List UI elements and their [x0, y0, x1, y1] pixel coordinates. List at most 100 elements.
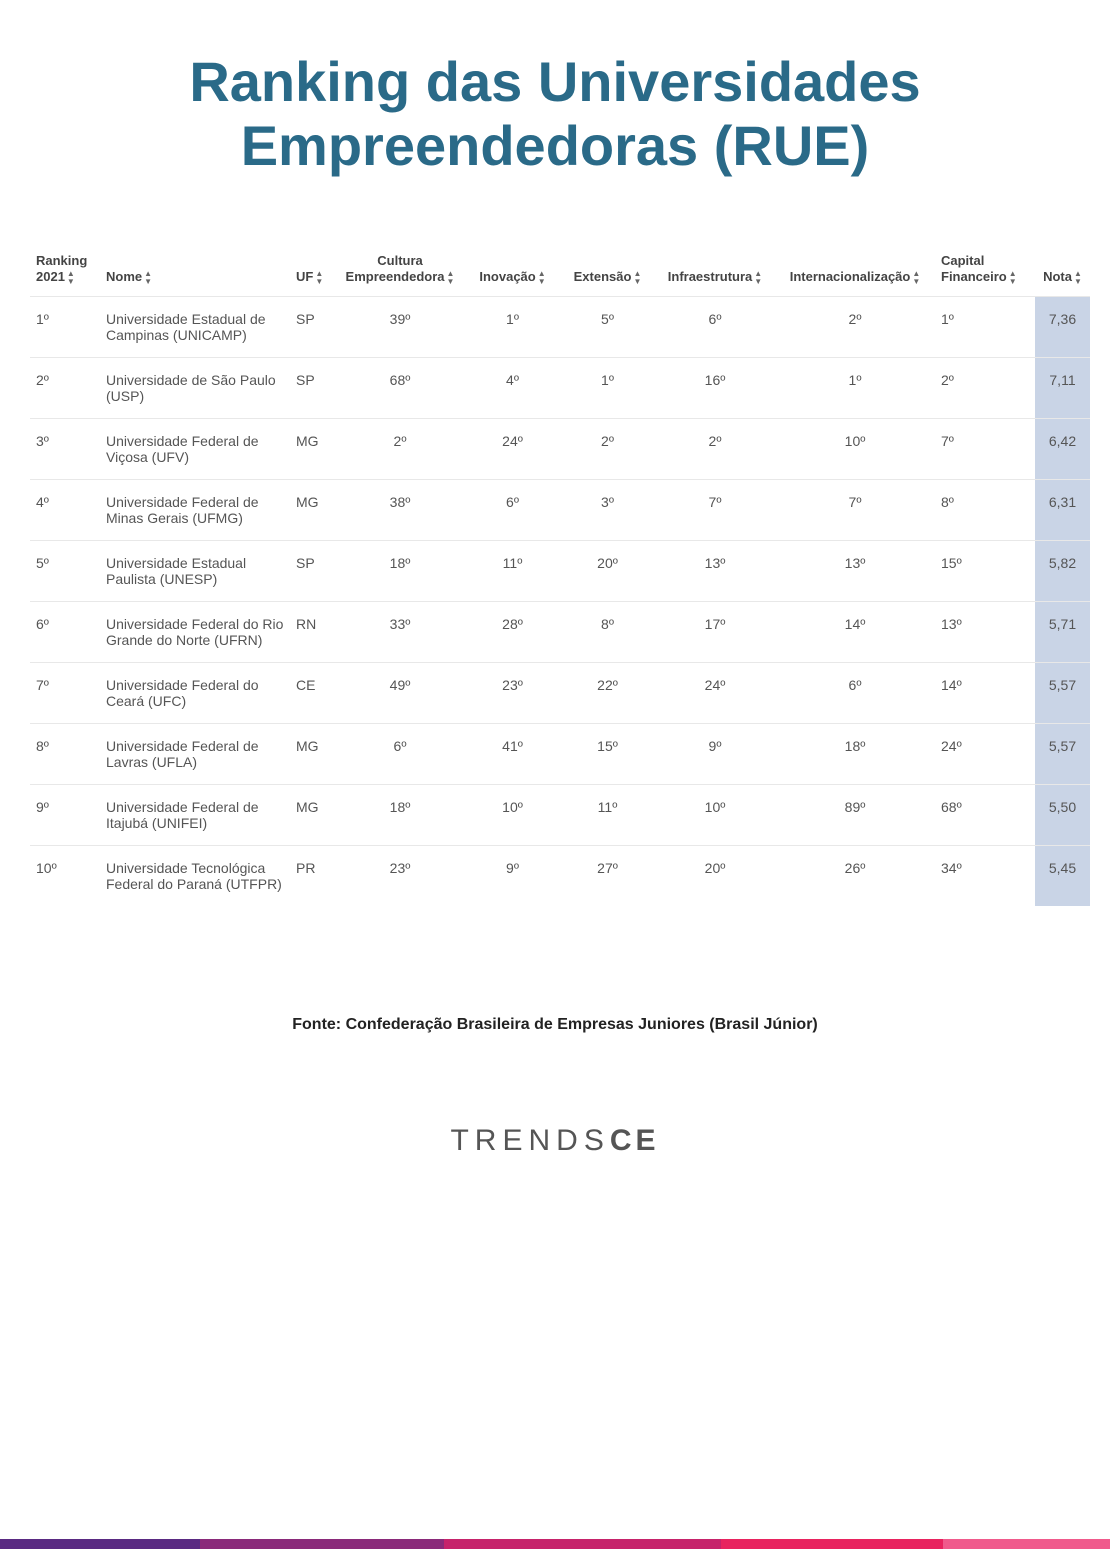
cell-nota: 6,31 [1035, 479, 1090, 540]
cell-name: Universidade Federal de Viçosa (UFV) [100, 418, 290, 479]
col-header-cap[interactable]: Capital Financeiro [935, 239, 1035, 296]
cell-rank: 9º [30, 784, 100, 845]
cell-name: Universidade Federal do Ceará (UFC) [100, 662, 290, 723]
cell-ext: 15º [560, 723, 655, 784]
cell-cap: 7º [935, 418, 1035, 479]
col-header-rank[interactable]: Ranking 2021 [30, 239, 100, 296]
cell-intl: 10º [775, 418, 935, 479]
cell-infra: 10º [655, 784, 775, 845]
cell-uf: MG [290, 784, 335, 845]
sort-icon[interactable] [1009, 270, 1017, 286]
sort-icon[interactable] [144, 270, 152, 286]
cell-uf: RN [290, 601, 335, 662]
cell-cap: 14º [935, 662, 1035, 723]
sort-icon[interactable] [912, 270, 920, 286]
cell-infra: 17º [655, 601, 775, 662]
cell-cap: 8º [935, 479, 1035, 540]
sort-icon[interactable] [633, 270, 641, 286]
ranking-table-wrap: Ranking 2021 NomeUF Cultura Empreendedora I… [30, 239, 1080, 906]
cell-intl: 1º [775, 357, 935, 418]
logo-bold: CE [610, 1124, 660, 1157]
cell-cap: 34º [935, 845, 1035, 906]
cell-infra: 6º [655, 296, 775, 357]
cell-ext: 3º [560, 479, 655, 540]
table-row: 9ºUniversidade Federal de Itajubá (UNIFE… [30, 784, 1090, 845]
cell-cult: 18º [335, 784, 465, 845]
cell-name: Universidade Estadual de Campinas (UNICA… [100, 296, 290, 357]
col-header-label: Extensão [574, 269, 632, 284]
col-header-infra[interactable]: Infraestrutura [655, 239, 775, 296]
cell-name: Universidade Tecnológica Federal do Para… [100, 845, 290, 906]
cell-infra: 13º [655, 540, 775, 601]
table-row: 1ºUniversidade Estadual de Campinas (UNI… [30, 296, 1090, 357]
cell-inov: 28º [465, 601, 560, 662]
cell-infra: 9º [655, 723, 775, 784]
cell-uf: SP [290, 296, 335, 357]
cell-intl: 89º [775, 784, 935, 845]
table-row: 6ºUniversidade Federal do Rio Grande do … [30, 601, 1090, 662]
table-row: 4ºUniversidade Federal de Minas Gerais (… [30, 479, 1090, 540]
cell-nota: 7,36 [1035, 296, 1090, 357]
cell-intl: 2º [775, 296, 935, 357]
col-header-name[interactable]: Nome [100, 239, 290, 296]
col-header-nota[interactable]: Nota [1035, 239, 1090, 296]
sort-icon[interactable] [754, 270, 762, 286]
cell-ext: 27º [560, 845, 655, 906]
cell-infra: 20º [655, 845, 775, 906]
cell-intl: 18º [775, 723, 935, 784]
col-header-cult[interactable]: Cultura Empreendedora [335, 239, 465, 296]
cell-rank: 1º [30, 296, 100, 357]
cell-rank: 8º [30, 723, 100, 784]
cell-name: Universidade Federal de Itajubá (UNIFEI) [100, 784, 290, 845]
col-header-label: Infraestrutura [668, 269, 753, 284]
cell-cult: 39º [335, 296, 465, 357]
cell-name: Universidade Federal de Minas Gerais (UF… [100, 479, 290, 540]
cell-uf: CE [290, 662, 335, 723]
cell-cap: 1º [935, 296, 1035, 357]
sort-icon[interactable] [315, 270, 323, 286]
cell-cult: 68º [335, 357, 465, 418]
logo-light: TRENDS [450, 1124, 609, 1157]
cell-nota: 5,50 [1035, 784, 1090, 845]
cell-rank: 4º [30, 479, 100, 540]
cell-inov: 4º [465, 357, 560, 418]
ranking-table: Ranking 2021 NomeUF Cultura Empreendedora I… [30, 239, 1090, 906]
cell-inov: 41º [465, 723, 560, 784]
col-header-label: Cultura Empreendedora [346, 253, 445, 284]
cell-nota: 7,11 [1035, 357, 1090, 418]
cell-ext: 5º [560, 296, 655, 357]
sort-icon[interactable] [1074, 270, 1082, 286]
cell-cap: 68º [935, 784, 1035, 845]
sort-icon[interactable] [67, 270, 75, 286]
sort-icon[interactable] [447, 270, 455, 286]
cell-infra: 7º [655, 479, 775, 540]
cell-rank: 3º [30, 418, 100, 479]
cell-inov: 11º [465, 540, 560, 601]
sort-icon[interactable] [538, 270, 546, 286]
col-header-label: Inovação [479, 269, 535, 284]
cell-cult: 6º [335, 723, 465, 784]
cell-rank: 6º [30, 601, 100, 662]
cell-uf: SP [290, 357, 335, 418]
table-row: 10ºUniversidade Tecnológica Federal do P… [30, 845, 1090, 906]
cell-name: Universidade Federal de Lavras (UFLA) [100, 723, 290, 784]
footer-accent-bar [0, 1539, 1110, 1549]
cell-inov: 23º [465, 662, 560, 723]
table-row: 7ºUniversidade Federal do Ceará (UFC)CE4… [30, 662, 1090, 723]
cell-rank: 7º [30, 662, 100, 723]
cell-inov: 24º [465, 418, 560, 479]
cell-uf: SP [290, 540, 335, 601]
col-header-label: Ranking 2021 [36, 253, 87, 284]
col-header-inov[interactable]: Inovação [465, 239, 560, 296]
cell-ext: 20º [560, 540, 655, 601]
cell-nota: 5,57 [1035, 662, 1090, 723]
table-row: 3ºUniversidade Federal de Viçosa (UFV)MG… [30, 418, 1090, 479]
brand-logo: TRENDSCE [30, 1124, 1080, 1158]
col-header-ext[interactable]: Extensão [560, 239, 655, 296]
cell-uf: MG [290, 418, 335, 479]
cell-name: Universidade de São Paulo (USP) [100, 357, 290, 418]
col-header-uf[interactable]: UF [290, 239, 335, 296]
cell-inov: 6º [465, 479, 560, 540]
cell-name: Universidade Estadual Paulista (UNESP) [100, 540, 290, 601]
col-header-intl[interactable]: Internacionalização [775, 239, 935, 296]
